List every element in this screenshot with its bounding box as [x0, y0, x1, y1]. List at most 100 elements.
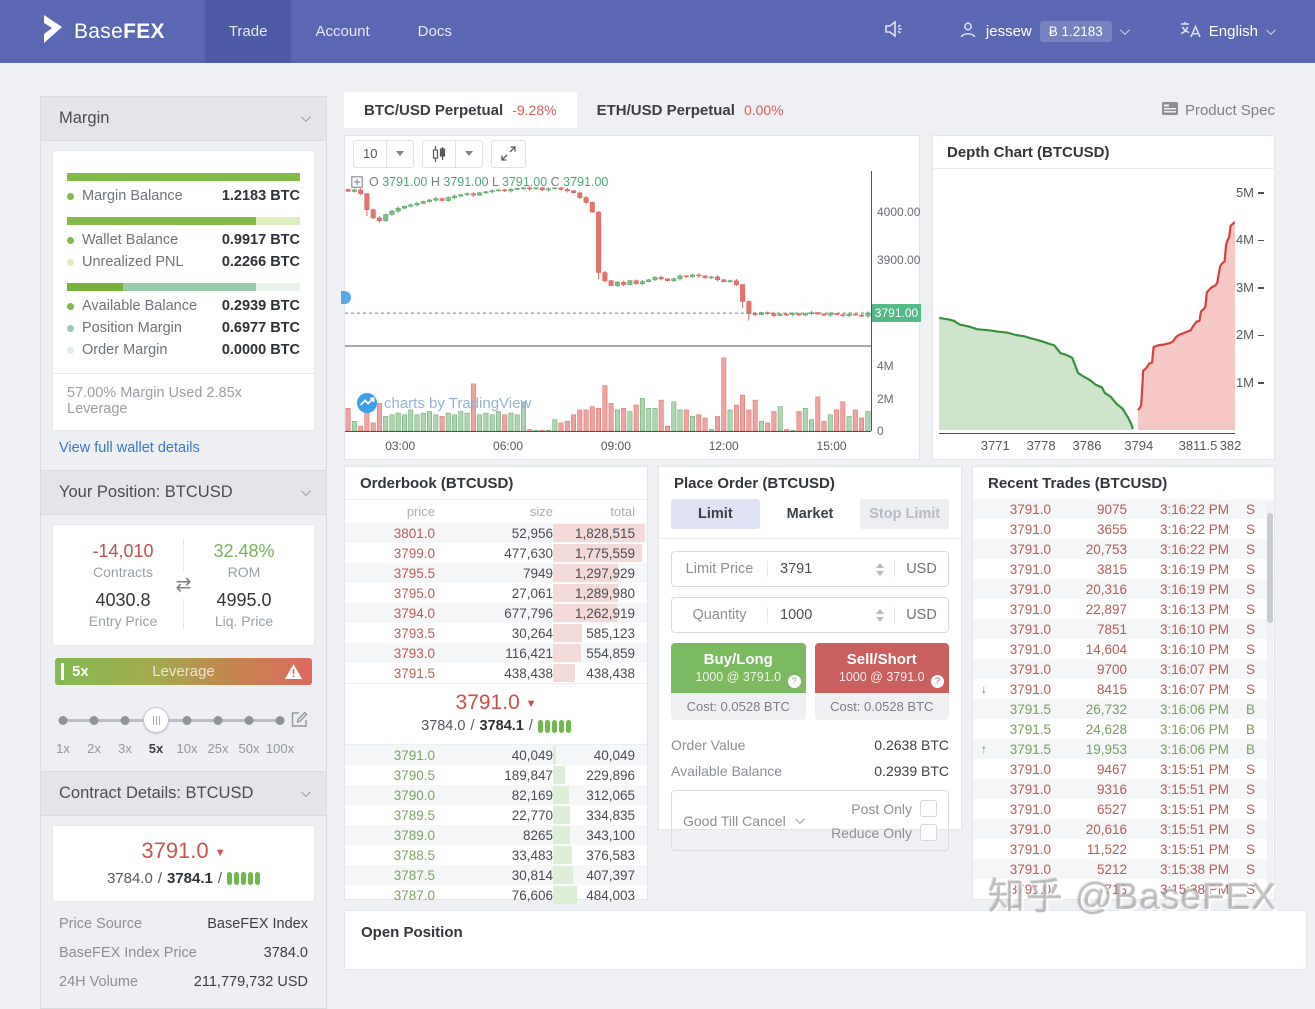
- leverage-dot-10x[interactable]: [182, 716, 192, 725]
- swap-arrows-icon[interactable]: ⇄: [175, 571, 192, 599]
- total-cell: 343,100: [586, 827, 635, 843]
- limit-price-input[interactable]: 3791: [780, 561, 813, 577]
- product-spec-link[interactable]: Product Spec: [1161, 101, 1275, 119]
- trade-row: 3791.0 7851 3:16:10 PM S: [973, 619, 1274, 639]
- price-axis[interactable]: 4000.00 3900.00 3791.00 4M 2M 0: [871, 171, 921, 438]
- help-icon[interactable]: ?: [931, 675, 944, 688]
- size-cell: 52,956: [511, 525, 553, 541]
- depth-chart-plot[interactable]: [938, 176, 1236, 434]
- position-panel-header[interactable]: Your Position: BTCUSD: [41, 471, 326, 515]
- reduce-only-checkbox[interactable]: [920, 824, 937, 841]
- place-order-card: Place Order (BTCUSD) Limit Market Stop L…: [658, 466, 962, 851]
- orderbook-ask-row[interactable]: 3794.0 677,796 1,262,919: [345, 603, 647, 623]
- leverage-slider[interactable]: [58, 707, 308, 733]
- trade-time: 3:16:22 PM: [1159, 521, 1229, 537]
- scrollbar[interactable]: [1267, 501, 1273, 897]
- margin-usage-bar: [67, 217, 300, 225]
- tab-ethusd-perpetual[interactable]: ETH/USD Perpetual 0.00%: [577, 92, 804, 128]
- help-icon[interactable]: ?: [787, 675, 801, 688]
- leverage-mark-10x[interactable]: 10x: [176, 741, 198, 756]
- fullscreen-button[interactable]: [491, 139, 527, 168]
- orderbook-bid-row[interactable]: 3790.5 189,847 229,896: [345, 765, 647, 785]
- margin-row: Order Margin 0.0000 BTC: [67, 339, 300, 361]
- leverage-mark-25x[interactable]: 25x: [207, 741, 229, 756]
- leverage-mark-5x[interactable]: 5x: [148, 741, 164, 756]
- orderbook-bid-row[interactable]: 3789.5 22,770 334,835: [345, 805, 647, 825]
- orderbook-ask-row[interactable]: 3793.0 116,421 554,859: [345, 643, 647, 663]
- position-panel: Your Position: BTCUSD -14,010 Contracts …: [40, 471, 327, 772]
- orderbook-ask-row[interactable]: 3801.0 52,956 1,828,515: [345, 523, 647, 543]
- trade-size: 6527: [1096, 801, 1127, 817]
- nav-item-docs[interactable]: Docs: [417, 23, 452, 40]
- orderbook-bid-row[interactable]: 3787.0 76,606 484,003: [345, 885, 647, 905]
- leverage-mark-100x[interactable]: 100x: [265, 741, 295, 756]
- chart-type-select[interactable]: [422, 139, 484, 168]
- nav-item-trade[interactable]: Trade: [204, 0, 292, 63]
- tab-stop-limit[interactable]: Stop Limit: [860, 499, 950, 529]
- orderbook-ask-row[interactable]: 3791.5 438,438 438,438: [345, 663, 647, 683]
- time-axis[interactable]: 03:00 06:00 09:00 12:00 15:00: [345, 431, 871, 459]
- basefex-logo-icon: [42, 15, 64, 48]
- leverage-dot-3x[interactable]: [120, 716, 130, 725]
- trade-side: S: [1245, 761, 1255, 777]
- orderbook-bid-row[interactable]: 3789.0 8265 343,100: [345, 825, 647, 845]
- nav-item-account[interactable]: Account: [315, 23, 370, 40]
- sound-icon[interactable]: [884, 19, 906, 44]
- total-cell: 585,123: [586, 625, 635, 641]
- candlestick-icon[interactable]: [423, 141, 455, 167]
- buy-long-button[interactable]: Buy/Long 1000 @ 3791.0 ? Cost: 0.0528 BT…: [671, 643, 806, 720]
- leverage-mark-50x[interactable]: 50x: [238, 741, 260, 756]
- size-cell: 677,796: [504, 605, 553, 621]
- orderbook-bid-row[interactable]: 3787.5 30,814 407,397: [345, 865, 647, 885]
- interval-dropdown-icon[interactable]: [386, 140, 413, 167]
- orderbook-ask-row[interactable]: 3795.0 27,061 1,289,980: [345, 583, 647, 603]
- time-tick-label: 03:00: [385, 439, 416, 453]
- orderbook-ask-row[interactable]: 3795.5 7949 1,297,929: [345, 563, 647, 583]
- leverage-dot-1x[interactable]: [58, 716, 68, 725]
- leverage-slider-handle[interactable]: [143, 707, 169, 733]
- orderbook-bid-row[interactable]: 3791.0 40,049 40,049: [345, 745, 647, 765]
- trade-side: S: [1245, 801, 1255, 817]
- orderbook-ask-row[interactable]: 3799.0 477,630 1,775,559: [345, 543, 647, 563]
- brand-logo[interactable]: BaseFEX: [0, 15, 205, 48]
- post-only-checkbox[interactable]: [920, 800, 937, 817]
- chart-type-dropdown-icon[interactable]: [455, 140, 482, 167]
- leverage-dot-2x[interactable]: [89, 716, 99, 725]
- leverage-dot-50x[interactable]: [244, 716, 254, 725]
- wallet-details-link[interactable]: View full wallet details: [59, 440, 200, 456]
- depth-areas-svg: [938, 221, 1236, 430]
- price-cell: 3789.5: [393, 807, 435, 823]
- product-spec-label: Product Spec: [1184, 101, 1275, 119]
- candlestick-chart[interactable]: O 3791.00 H 3791.00 L 3791.00 C 3791.00 …: [341, 171, 871, 432]
- margin-panel-header[interactable]: Margin: [41, 97, 326, 141]
- leverage-dot-100x[interactable]: [275, 716, 285, 725]
- language-menu[interactable]: English: [1179, 20, 1276, 44]
- slider-track[interactable]: [63, 719, 280, 722]
- orderbook-bid-row[interactable]: 3790.0 82,169 312,065: [345, 785, 647, 805]
- leverage-mark-1x[interactable]: 1x: [56, 741, 70, 756]
- price-stepper[interactable]: [876, 562, 894, 576]
- leverage-mark-3x[interactable]: 3x: [118, 741, 132, 756]
- tab-market[interactable]: Market: [786, 506, 834, 522]
- quantity-stepper[interactable]: [876, 608, 894, 622]
- interval-select[interactable]: 10: [353, 139, 415, 168]
- user-menu[interactable]: jessew Ƀ 1.2183: [958, 20, 1130, 44]
- scrollbar-thumb[interactable]: [1267, 513, 1273, 623]
- leverage-dot-25x[interactable]: [213, 716, 223, 725]
- edit-leverage-icon[interactable]: [291, 711, 308, 733]
- leverage-mark-2x[interactable]: 2x: [87, 741, 101, 756]
- tab-btcusd-perpetual[interactable]: BTC/USD Perpetual -9.28%: [344, 92, 577, 128]
- tab-limit[interactable]: Limit: [671, 499, 760, 529]
- interval-value[interactable]: 10: [363, 146, 378, 161]
- orderbook-bid-row[interactable]: 3788.5 33,483 376,583: [345, 845, 647, 865]
- sell-short-button[interactable]: Sell/Short 1000 @ 3791.0 ? Cost: 0.0528 …: [814, 643, 949, 720]
- warning-icon[interactable]: [285, 664, 312, 679]
- orderbook-ask-row[interactable]: 3793.5 30,264 585,123: [345, 623, 647, 643]
- scroll-to-realtime-marker[interactable]: [341, 291, 351, 304]
- quantity-input[interactable]: 1000: [780, 607, 813, 623]
- open-position-card: Open Position: [344, 910, 1307, 970]
- tif-dropdown[interactable]: Good Till Cancel: [683, 800, 805, 841]
- contract-panel-header[interactable]: Contract Details: BTCUSD: [41, 772, 326, 816]
- depth-bar: [553, 866, 573, 884]
- detail-label: Price Source: [59, 915, 143, 932]
